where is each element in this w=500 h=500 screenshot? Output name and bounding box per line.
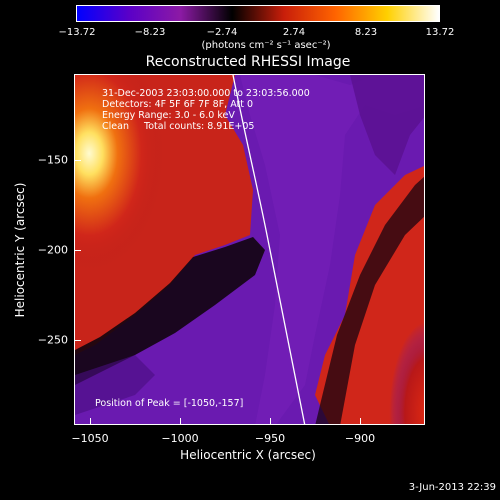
x-tick-label: −950: [254, 432, 286, 445]
x-tick-mark: [270, 418, 271, 425]
solar-image-plot: 31-Dec-2003 23:03:00.000 to 23:03:56.000…: [74, 74, 425, 425]
x-axis-label: Heliocentric X (arcsec): [180, 448, 316, 462]
colorbar-tick: −8.23: [134, 27, 166, 38]
x-tick-mark: [90, 418, 91, 425]
y-tick-label: −150: [37, 153, 68, 167]
y-axis-label: Heliocentric Y (arcsec): [13, 182, 27, 318]
x-tick-label: −1050: [71, 432, 109, 445]
colorbar-tick: 8.23: [354, 27, 378, 38]
colorbar-unit: (photons cm⁻² s⁻¹ asec⁻²): [201, 40, 331, 51]
x-tick-mark: [180, 418, 181, 425]
colorbar-tick: 2.74: [282, 27, 306, 38]
image-title: Reconstructed RHESSI Image: [145, 54, 351, 70]
energy-range: Energy Range: 3.0 - 6.0 keV: [102, 110, 235, 121]
peak-position: Position of Peak = [-1050,-157]: [95, 398, 244, 409]
colorbar-tick: 13.72: [425, 27, 455, 38]
colorbar-tick: −2.74: [206, 27, 238, 38]
y-tick-mark: [74, 340, 81, 341]
time-range: 31-Dec-2003 23:03:00.000 to 23:03:56.000: [102, 88, 310, 99]
y-tick-mark: [74, 160, 81, 161]
y-tick-label: −200: [37, 243, 68, 257]
x-tick-label: −900: [344, 432, 376, 445]
total-counts: Clean Total counts: 8.91E+05: [102, 121, 255, 132]
x-tick-mark: [360, 418, 361, 425]
colorbar: [76, 5, 440, 22]
date-stamp: 3-Jun-2013 22:39: [408, 482, 496, 493]
solar-image: [75, 75, 424, 424]
colorbar-tick: −13.72: [58, 27, 96, 38]
x-tick-label: −1000: [161, 432, 199, 445]
y-tick-label: −250: [37, 333, 68, 347]
detectors: Detectors: 4F 5F 6F 7F 8F, Att 0: [102, 99, 254, 110]
y-tick-mark: [74, 250, 81, 251]
